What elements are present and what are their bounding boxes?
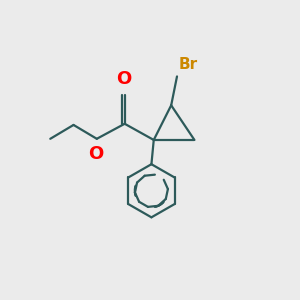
Text: O: O	[88, 145, 103, 163]
Text: Br: Br	[178, 57, 197, 72]
Text: O: O	[116, 70, 131, 88]
